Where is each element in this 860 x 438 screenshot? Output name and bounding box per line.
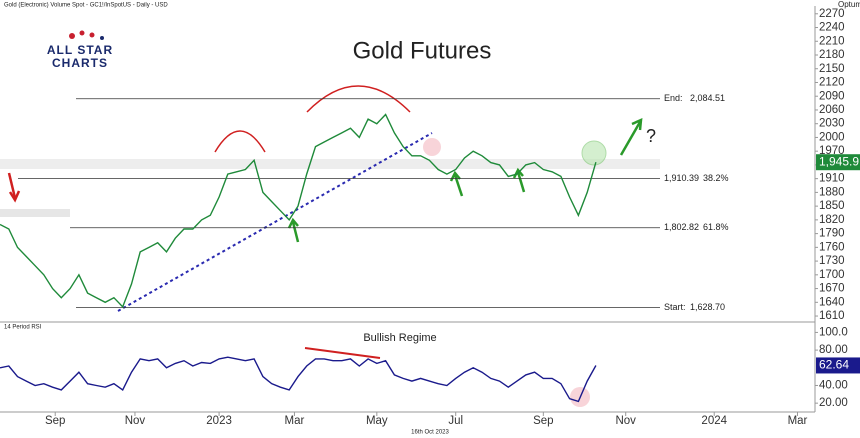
price-line <box>0 113 597 309</box>
rsi-title: 14 Period RSI <box>4 325 42 331</box>
x-tick-label: Mar <box>285 415 305 427</box>
arrow <box>512 167 526 193</box>
logo-text: ALL STAR CHARTS <box>46 44 114 70</box>
logo-star <box>100 36 104 40</box>
annotations <box>7 85 643 407</box>
arrow <box>7 172 21 203</box>
question-mark: ? <box>646 126 656 146</box>
arrow <box>287 217 300 243</box>
x-tick-label: 2024 <box>701 415 727 427</box>
y-tick-label: 2150 <box>819 63 845 75</box>
y-tick-label: 1640 <box>819 296 845 308</box>
y-tick-label: 2210 <box>819 35 845 47</box>
circle <box>581 140 607 166</box>
x-tick-label: Nov <box>125 415 146 427</box>
last-value-box <box>816 154 860 171</box>
x-tick-label: Mar <box>788 415 808 427</box>
y-tick-label: 1790 <box>819 228 845 240</box>
level-label: 1,802.82 <box>664 222 699 232</box>
y-tick-label: 2060 <box>819 104 845 116</box>
logo: ALL STAR CHARTS <box>46 30 114 70</box>
y-tick-label: 40.00 <box>819 380 848 392</box>
y-tick-label: 1820 <box>819 214 845 226</box>
y-tick-label: 2090 <box>819 90 845 102</box>
y-tick-label: 2270 <box>819 8 845 20</box>
y-tick-label: 2120 <box>819 77 845 89</box>
x-tick-label: 2023 <box>206 415 232 427</box>
level-name: Start: <box>664 302 686 312</box>
y-tick-label: 1700 <box>819 269 845 281</box>
level-label: 2,084.51 <box>690 93 725 103</box>
level-name: End: <box>664 93 683 103</box>
last-value-box <box>816 357 860 374</box>
level-label: 1,910.39 <box>664 173 699 183</box>
x-tick-label: May <box>366 415 388 427</box>
arrow <box>619 117 643 156</box>
y-tick-label: 1760 <box>819 241 845 253</box>
date-label: 16th Oct 2023 <box>411 430 449 436</box>
circle <box>423 138 441 156</box>
y-tick-label: 20.00 <box>819 397 848 409</box>
last-value-label: 1,945.9 <box>819 154 859 168</box>
y-tick-label: 1880 <box>819 186 845 198</box>
x-tick-label: Nov <box>615 415 636 427</box>
rsi-annotation: Bullish Regime <box>363 332 436 344</box>
zone <box>0 209 70 217</box>
level-ratio: 38.2% <box>703 173 729 183</box>
y-tick-label: 1970 <box>819 145 845 157</box>
last-value-label: 62.64 <box>819 358 849 372</box>
y-tick-label: 100.0 <box>819 326 848 338</box>
y-tick-label: 1730 <box>819 255 845 267</box>
x-tick-label: Sep <box>45 415 65 427</box>
y-tick-label: 1850 <box>819 200 845 212</box>
subtitle: Gold (Electronic) Volume Spot - GC1!/InS… <box>4 3 168 9</box>
logo-box: ALL STAR CHARTS <box>46 44 114 70</box>
y-tick-label: 1610 <box>819 310 845 322</box>
chart-title: Gold Futures <box>353 37 492 64</box>
y-tick-label: 2240 <box>819 22 845 34</box>
rsi-divergence <box>304 347 381 359</box>
zone <box>0 159 660 169</box>
y-tick-label: 2000 <box>819 131 845 143</box>
y-tick-label: 1670 <box>819 283 845 295</box>
x-tick-label: Sep <box>533 415 553 427</box>
arc <box>214 130 266 153</box>
x-tick-label: Jul <box>448 415 463 427</box>
logo-star <box>79 30 85 36</box>
level-ratio: 61.8% <box>703 222 729 232</box>
brand: Optuma <box>838 0 860 9</box>
y-tick-label: 2180 <box>819 49 845 61</box>
logo-star <box>69 33 75 39</box>
rsi-line <box>0 356 597 403</box>
y-tick-label: 1910 <box>819 173 845 185</box>
logo-star <box>89 32 95 38</box>
arc <box>306 85 411 113</box>
y-tick-label: 80.00 <box>819 344 848 356</box>
y-tick-label: 2030 <box>819 118 845 130</box>
trendline <box>117 132 433 312</box>
level-label: 1,628.70 <box>690 302 725 312</box>
